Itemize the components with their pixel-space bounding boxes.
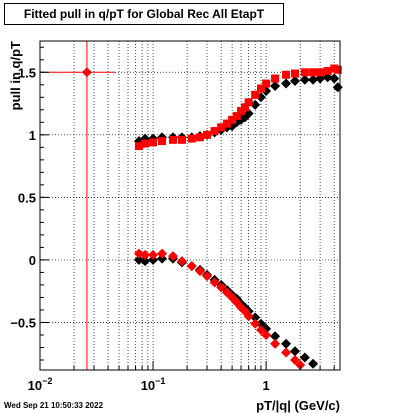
data-point <box>290 76 301 87</box>
data-point <box>221 287 232 298</box>
data-point <box>217 123 226 132</box>
data-point <box>270 331 281 342</box>
data-point <box>157 248 168 259</box>
data-point <box>300 68 309 77</box>
data-point <box>203 130 212 139</box>
series-upper-red <box>134 64 342 151</box>
y-tick-label: 0.5 <box>18 190 36 205</box>
axes: −0.5 0 0.5 1 1.5 10−2 10−1 1 <box>10 46 335 393</box>
series-lower-red <box>133 248 306 370</box>
data-point <box>250 99 261 110</box>
data-point <box>158 137 167 146</box>
data-point <box>176 256 187 267</box>
data-point <box>281 78 292 89</box>
x-axis-label: pT/|q| (GeV/c) <box>256 398 340 413</box>
data-point <box>250 312 261 323</box>
data-point <box>140 249 151 260</box>
y-axis-label: pull in q/pT <box>8 41 23 110</box>
grid <box>40 41 340 370</box>
data-point <box>270 81 281 92</box>
data-point <box>282 70 291 79</box>
data-point <box>216 282 227 293</box>
data-point <box>309 68 318 77</box>
data-point <box>250 318 261 329</box>
data-point <box>243 311 254 322</box>
chart-title: Fitted pull in q/pT for Global Rec All E… <box>4 3 284 25</box>
data-point <box>299 352 310 363</box>
y-tick-label: 1.5 <box>18 65 36 80</box>
x-tick-label: 1 <box>263 378 270 393</box>
data-point <box>295 359 306 370</box>
data-point <box>299 74 310 85</box>
data-point <box>308 74 319 85</box>
data-point <box>244 98 253 107</box>
data-point <box>329 73 340 84</box>
data-point <box>255 324 266 335</box>
y-tick-label: −0.5 <box>10 315 36 330</box>
y-tick-label: 1 <box>29 128 36 143</box>
data-point <box>271 74 280 83</box>
data-point <box>187 134 196 143</box>
data-point <box>177 135 186 144</box>
data-point <box>195 133 204 142</box>
data-point <box>168 135 177 144</box>
data-point <box>134 142 143 151</box>
data-point <box>209 277 220 288</box>
data-point <box>210 127 219 136</box>
data-point <box>228 115 237 124</box>
data-point <box>149 138 158 147</box>
x-tick-label: 10−2 <box>28 376 53 393</box>
data-point <box>222 119 231 128</box>
y-tick-label: 0 <box>29 253 36 268</box>
data-point <box>140 256 151 267</box>
data-point <box>232 112 241 121</box>
data-point <box>316 68 325 77</box>
data-point <box>290 354 301 365</box>
plot-frame <box>39 40 341 371</box>
data-point <box>157 253 168 264</box>
data-point <box>333 65 342 74</box>
data-point <box>281 338 292 349</box>
data-point <box>262 79 271 88</box>
data-point <box>148 254 159 265</box>
data-point <box>323 67 332 76</box>
special-point <box>81 67 92 78</box>
data-point <box>256 84 265 93</box>
data-point <box>308 358 319 369</box>
data-point <box>240 103 249 112</box>
data-point <box>186 261 197 272</box>
data-point <box>290 346 301 357</box>
data-point <box>194 266 205 277</box>
series-lower-black <box>133 253 319 369</box>
data-point <box>141 139 150 148</box>
data-point <box>291 69 300 78</box>
x-tick-label: 10−1 <box>141 376 166 393</box>
data-point <box>281 347 292 358</box>
data-point <box>251 90 260 99</box>
data-point <box>270 338 281 349</box>
data-point <box>167 251 178 262</box>
data-point <box>261 329 272 340</box>
data-point <box>148 249 159 260</box>
data-series <box>41 41 343 370</box>
data-point <box>202 271 213 282</box>
data-point <box>255 318 266 329</box>
timestamp: Wed Sep 21 10:50:33 2022 <box>4 401 104 410</box>
